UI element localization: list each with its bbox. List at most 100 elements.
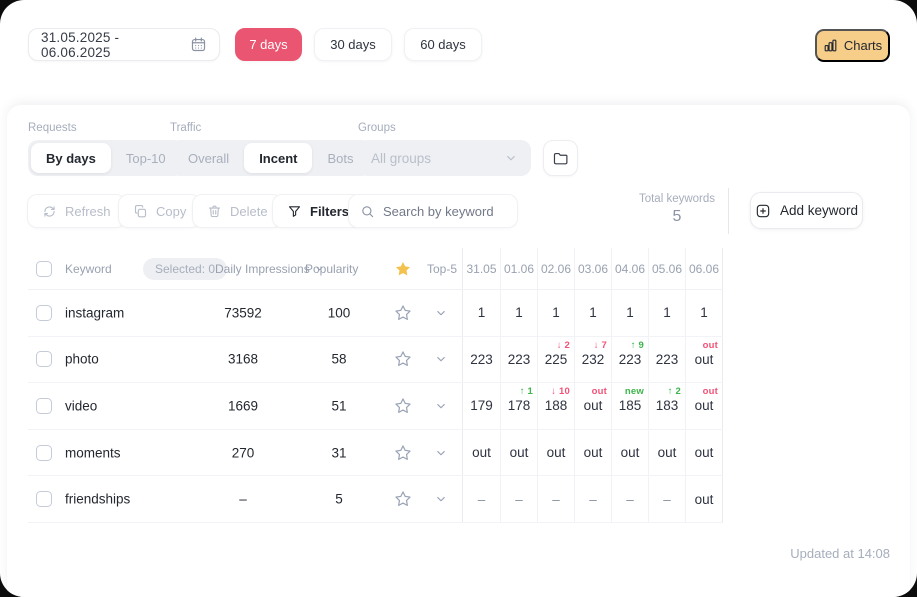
date-column-header: 01.06 <box>500 248 537 289</box>
rank-cell: out <box>537 429 574 476</box>
traffic-toggle: Overall Incent Bots <box>170 140 372 176</box>
rank-cell: – <box>537 476 574 522</box>
traffic-incent-option[interactable]: Incent <box>244 143 313 173</box>
date-column-header: 03.06 <box>574 248 611 289</box>
daily-impressions-cell: 270 <box>231 445 255 461</box>
rank-cell: out <box>685 476 722 522</box>
expand-chevron-icon[interactable] <box>434 492 448 506</box>
date-label: 05.06 <box>651 261 683 276</box>
bar-chart-icon <box>823 38 838 53</box>
rank-value: 1 <box>626 305 634 321</box>
rank-cell: ↓ 2 225 <box>537 336 574 383</box>
expand-chevron-icon[interactable] <box>434 306 448 320</box>
rank-cell: out out <box>685 383 722 429</box>
keyword-table: Keyword Selected: 0 Daily Impressions Po… <box>28 248 723 523</box>
add-keyword-button-label: Add keyword <box>779 203 859 218</box>
total-keywords-value: 5 <box>672 208 682 225</box>
rank-value: – <box>552 491 560 507</box>
date-column-header: 05.06 <box>648 248 685 289</box>
rank-cell: – <box>463 476 500 522</box>
plus-square-icon <box>755 203 771 219</box>
requests-label: Requests <box>28 122 77 134</box>
popularity-cell: 51 <box>331 398 347 414</box>
daily-impressions-column-header[interactable]: Daily Impressions <box>215 262 325 276</box>
table-row: friendships – 5 – – – – – – out <box>28 476 723 523</box>
main-panel: Requests By days Top-10 Traffic Overall … <box>7 105 910 597</box>
rank-value: 223 <box>618 351 642 367</box>
expand-chevron-icon[interactable] <box>434 352 448 366</box>
traffic-overall-option[interactable]: Overall <box>188 150 230 166</box>
charts-button[interactable]: Charts <box>815 29 890 62</box>
requests-top-10-option[interactable]: Top-10 <box>125 150 166 166</box>
rank-cell: out <box>611 429 648 476</box>
rank-value: out <box>509 445 529 461</box>
favorite-star-icon[interactable] <box>394 397 412 415</box>
date-range-picker[interactable]: 31.05.2025 - 06.06.2025 <box>28 28 220 61</box>
requests-by-days-option[interactable]: By days <box>31 143 111 173</box>
filters-button[interactable]: Filters <box>272 194 365 228</box>
date-label: 01.06 <box>503 261 535 276</box>
expand-chevron-icon[interactable] <box>434 399 448 413</box>
period-60-days-button[interactable]: 60 days <box>404 28 482 61</box>
popularity-cell: 5 <box>335 491 343 507</box>
keyword-cell: instagram <box>65 305 125 321</box>
date-column-header: 31.05 <box>463 248 500 289</box>
rank-cell: – <box>648 476 685 522</box>
favorite-star-icon[interactable] <box>394 444 412 462</box>
chevron-down-icon <box>314 263 325 274</box>
rank-value: – <box>515 491 523 507</box>
rank-value: 188 <box>544 398 568 414</box>
copy-button[interactable]: Copy <box>118 194 202 228</box>
manage-groups-button[interactable] <box>543 140 578 176</box>
traffic-bots-option[interactable]: Bots <box>327 150 354 166</box>
rank-value: – <box>589 491 597 507</box>
row-checkbox[interactable] <box>36 397 52 414</box>
date-columns-header: 31.05 01.06 02.06 03.06 04.06 05.06 06.06 <box>462 248 723 289</box>
add-keyword-button[interactable]: Add keyword <box>750 192 863 229</box>
favorite-star-icon[interactable] <box>394 490 412 508</box>
rank-cell: 223 <box>463 337 500 383</box>
rank-value: 223 <box>655 351 679 367</box>
search-input[interactable] <box>383 203 503 219</box>
rank-cell: ↑ 2 183 <box>648 383 685 429</box>
refresh-button[interactable]: Refresh <box>27 194 126 228</box>
updated-timestamp: Updated at 14:08 <box>790 546 890 561</box>
date-range-value: 31.05.2025 - 06.06.2025 <box>41 29 120 60</box>
popularity-cell: 100 <box>327 305 351 321</box>
rank-cells: 223 223 ↓ 2 225 ↓ 7 232 ↑ 9 223 223 out out <box>462 336 723 383</box>
groups-selected-value: All groups <box>371 150 432 166</box>
rank-cells: 1 1 1 1 1 1 1 <box>462 290 723 336</box>
keyword-cell: video <box>65 398 98 414</box>
favorite-star-icon[interactable] <box>394 350 412 368</box>
folder-icon <box>552 150 569 167</box>
rank-value: out <box>620 445 640 461</box>
period-7-days-button[interactable]: 7 days <box>235 28 302 61</box>
funnel-icon <box>287 204 302 219</box>
rank-value: 183 <box>655 398 679 414</box>
row-checkbox[interactable] <box>36 304 52 321</box>
rank-cell: out <box>574 429 611 476</box>
total-keywords: Total keywords 5 <box>629 193 725 226</box>
rank-cell: 1 <box>611 290 648 336</box>
trend-indicator: out <box>702 339 718 351</box>
favorites-column-star-icon[interactable] <box>394 260 412 278</box>
rank-value: 178 <box>507 398 531 414</box>
row-checkbox[interactable] <box>36 444 52 461</box>
table-header: Keyword Selected: 0 Daily Impressions Po… <box>28 248 723 290</box>
trend-indicator: new <box>624 386 644 398</box>
select-all-checkbox[interactable] <box>36 260 52 277</box>
expand-chevron-icon[interactable] <box>434 446 448 460</box>
daily-impressions-label: Daily Impressions <box>215 261 310 276</box>
popularity-cell: 58 <box>331 351 347 367</box>
favorite-star-icon[interactable] <box>394 304 412 322</box>
delete-button[interactable]: Delete <box>192 194 283 228</box>
groups-select[interactable]: All groups <box>358 140 531 176</box>
traffic-label: Traffic <box>170 122 202 134</box>
row-checkbox[interactable] <box>36 351 52 368</box>
copy-icon <box>133 204 148 219</box>
rank-value: 1 <box>700 305 708 321</box>
requests-toggle: By days Top-10 <box>28 140 184 176</box>
row-checkbox[interactable] <box>36 491 52 508</box>
rank-value: out <box>694 398 714 414</box>
period-30-days-button[interactable]: 30 days <box>314 28 392 61</box>
